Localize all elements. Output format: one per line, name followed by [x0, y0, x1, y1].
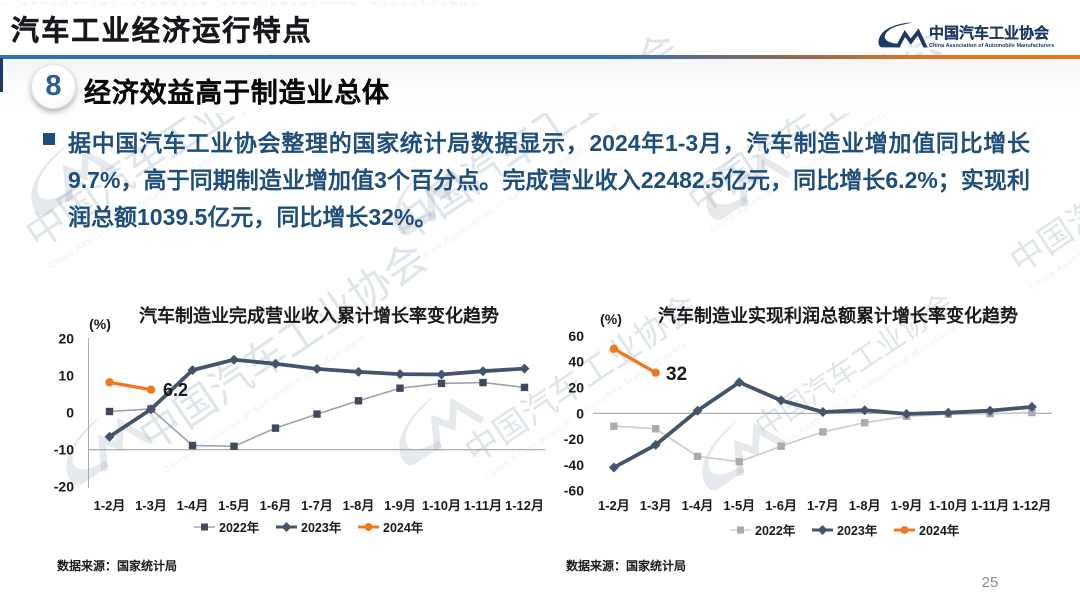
svg-text:数据来源：国家统计局: 数据来源：国家统计局 [566, 558, 686, 573]
svg-text:(%): (%) [600, 311, 622, 327]
svg-text:20: 20 [568, 380, 584, 396]
svg-text:0: 0 [66, 405, 74, 421]
svg-text:1-6月: 1-6月 [765, 498, 797, 513]
svg-text:2023年: 2023年 [301, 520, 342, 535]
svg-text:1-5月: 1-5月 [218, 498, 250, 513]
svg-text:1-10月: 1-10月 [929, 498, 968, 513]
svg-text:1-2月: 1-2月 [598, 498, 630, 513]
svg-text:1-12月: 1-12月 [505, 498, 544, 513]
svg-text:2024年: 2024年 [383, 520, 424, 535]
svg-text:32: 32 [666, 364, 687, 385]
svg-text:-20: -20 [54, 479, 74, 495]
svg-text:-60: -60 [564, 483, 584, 499]
svg-text:1-3月: 1-3月 [640, 498, 672, 513]
svg-text:25: 25 [982, 574, 999, 591]
svg-text:(%): (%) [89, 316, 111, 332]
svg-text:1-5月: 1-5月 [723, 498, 755, 513]
svg-text:-10: -10 [54, 442, 74, 458]
svg-text:1-12月: 1-12月 [1012, 498, 1051, 513]
svg-text:1-4月: 1-4月 [177, 498, 209, 513]
svg-text:数据来源：国家统计局: 数据来源：国家统计局 [57, 558, 177, 573]
svg-text:2023年: 2023年 [837, 523, 878, 538]
svg-text:China Association of Automobil: China Association of Automobile Manufact… [929, 43, 1054, 49]
svg-text:1-10月: 1-10月 [422, 498, 461, 513]
svg-text:2022年: 2022年 [219, 520, 260, 535]
svg-text:汽车制造业实现利润总额累计增长率变化趋势: 汽车制造业实现利润总额累计增长率变化趋势 [658, 305, 1018, 326]
svg-text:60: 60 [568, 328, 584, 344]
svg-text:1-9月: 1-9月 [891, 498, 923, 513]
svg-text:汽车制造业完成营业收入累计增长率变化趋势: 汽车制造业完成营业收入累计增长率变化趋势 [139, 305, 499, 326]
svg-text:0: 0 [576, 405, 584, 421]
svg-text:40: 40 [568, 354, 584, 370]
svg-text:10: 10 [58, 368, 74, 384]
svg-text:1-11月: 1-11月 [971, 498, 1009, 513]
svg-text:1-9月: 1-9月 [384, 498, 416, 513]
svg-text:1-2月: 1-2月 [94, 498, 126, 513]
svg-text:6.2: 6.2 [163, 380, 188, 400]
svg-text:1-8月: 1-8月 [849, 498, 881, 513]
svg-text:1-8月: 1-8月 [343, 498, 375, 513]
svg-text:1-4月: 1-4月 [682, 498, 714, 513]
svg-text:2024年: 2024年 [919, 523, 960, 538]
svg-text:20: 20 [58, 331, 74, 347]
svg-text:1-7月: 1-7月 [807, 498, 839, 513]
svg-text:2022年: 2022年 [755, 523, 796, 538]
svg-text:中国汽车工业协会: 中国汽车工业协会 [929, 24, 1049, 42]
svg-text:1-6月: 1-6月 [260, 498, 292, 513]
svg-text:-40: -40 [564, 457, 584, 473]
svg-text:1-3月: 1-3月 [135, 498, 167, 513]
svg-text:1-11月: 1-11月 [464, 498, 502, 513]
svg-text:-20: -20 [564, 431, 584, 447]
svg-text:1-7月: 1-7月 [301, 498, 333, 513]
